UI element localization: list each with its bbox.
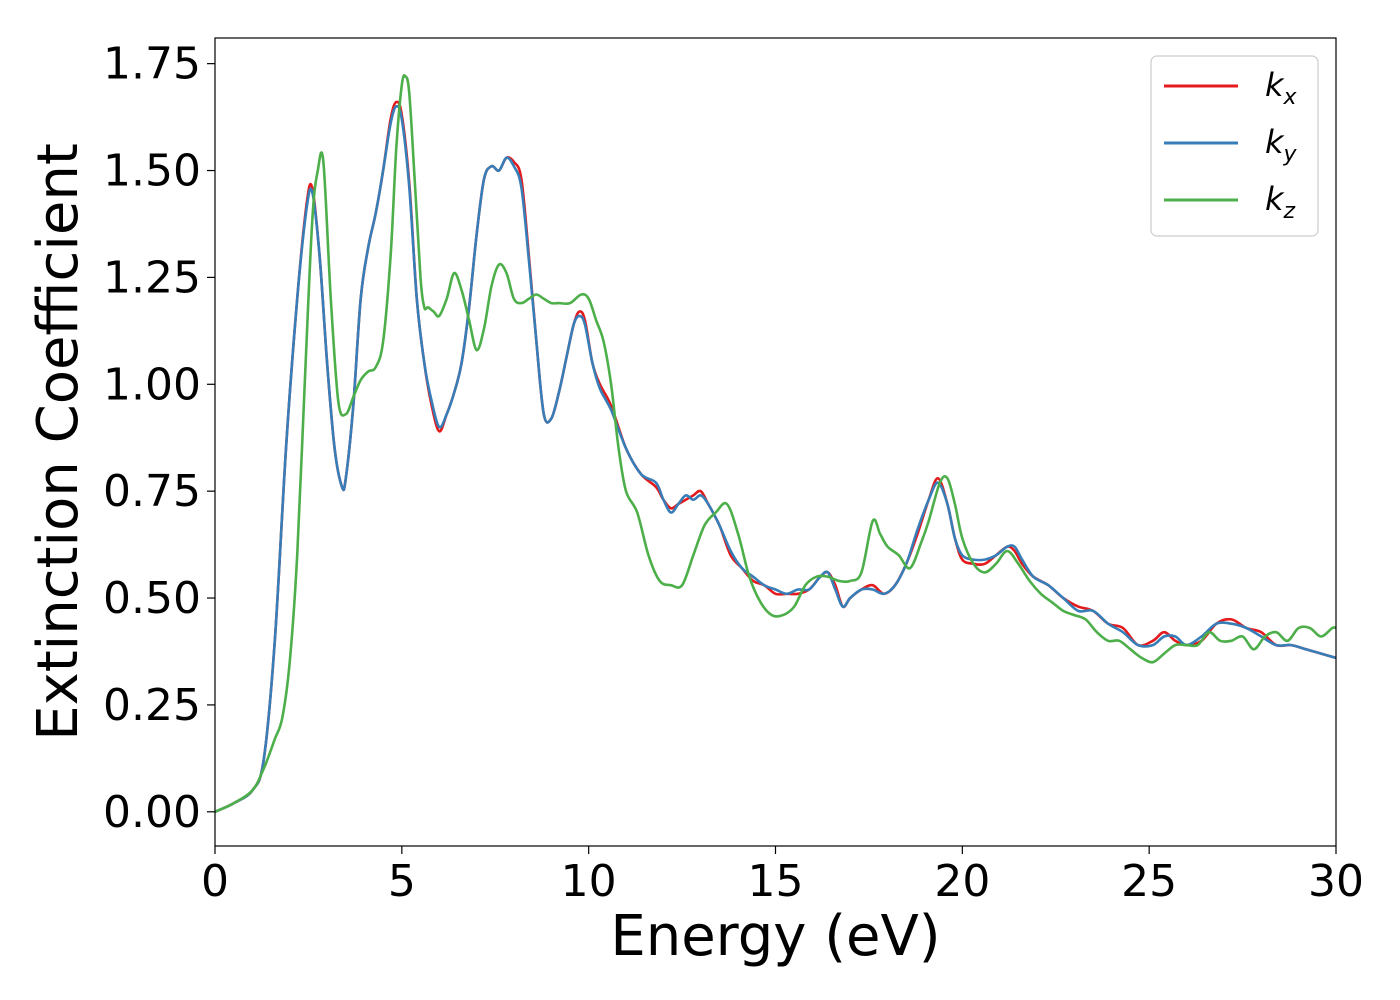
series-lines xyxy=(215,74,1336,813)
x-tick-label: 15 xyxy=(748,856,804,907)
x-tick-label: 5 xyxy=(388,856,416,907)
y-axis-title: Extinction Coefficient xyxy=(26,143,91,741)
y-axis: 0.00 0.25 0.50 0.75 1.00 1.25 1.50 1.75 xyxy=(103,39,215,838)
y-tick-label: 0.00 xyxy=(103,787,201,838)
y-tick-label: 1.25 xyxy=(103,252,201,303)
x-tick-label: 0 xyxy=(201,856,229,907)
x-tick-label: 20 xyxy=(934,856,990,907)
x-axis-title: Energy (eV) xyxy=(610,904,940,969)
x-tick-label: 10 xyxy=(561,856,617,907)
y-tick-label: 0.75 xyxy=(103,466,201,517)
legend-box xyxy=(1150,55,1319,237)
y-tick-label: 1.00 xyxy=(103,359,201,410)
x-tick-label: 30 xyxy=(1308,856,1364,907)
x-tick-label: 25 xyxy=(1121,856,1177,907)
y-tick-label: 0.25 xyxy=(103,680,201,731)
legend-label-y: ky xyxy=(1265,123,1298,167)
y-tick-label: 1.50 xyxy=(103,146,201,197)
legend: kx ky kz xyxy=(1150,55,1319,237)
series-line-y xyxy=(215,104,1336,813)
y-tick-label: 1.75 xyxy=(103,39,201,90)
series-line-z xyxy=(215,74,1336,813)
x-axis: 0 5 10 15 20 25 30 xyxy=(201,846,1364,907)
legend-label-x: kx xyxy=(1265,66,1298,110)
y-tick-label: 0.50 xyxy=(103,573,201,624)
legend-label-z: kz xyxy=(1265,180,1296,224)
